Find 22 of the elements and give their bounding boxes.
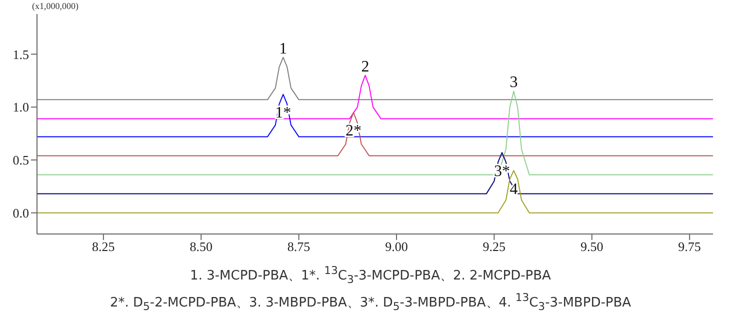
x-tick-label: 8.25 <box>92 239 115 254</box>
line-series <box>37 152 713 194</box>
y-tick-label: 1.0 <box>12 100 29 115</box>
annotation: 2 <box>361 58 370 76</box>
line-series <box>37 74 713 120</box>
x-tick-label: 9.75 <box>678 239 701 254</box>
line-series <box>37 56 713 100</box>
text: 1. 3-MCPD-PBA、1*. $^{13}$C$_{3}$-3-MCPD-PBA、2. 2-MCPD-PBA <box>189 263 552 288</box>
y-axis-title: (x1,000,000) <box>32 1 78 11</box>
text: 2*. D$_{5}$-2-MCPD-PBA、3. 3-MBPD-PBA、3*. D$_{5}$-3-MBPD-PBA、4. $^{13}$C$_{3}$-3-MBPD-PBA <box>110 290 632 313</box>
y-tick-label: 1.5 <box>12 46 29 62</box>
x-tick-label: 8.75 <box>287 239 310 254</box>
x-tick-label: 8.50 <box>190 239 212 254</box>
line-series <box>37 90 713 176</box>
y-tick-label: 0.0 <box>12 205 29 220</box>
x-tick-label: 9.50 <box>580 239 604 254</box>
y-tick-label: 0.5 <box>12 152 29 168</box>
x-tick-label: 9.00 <box>385 239 408 254</box>
line-series <box>37 94 713 138</box>
annotation: 3 <box>510 74 518 92</box>
annotation: 1 <box>279 40 288 58</box>
x-tick-label: 9.25 <box>482 239 506 254</box>
